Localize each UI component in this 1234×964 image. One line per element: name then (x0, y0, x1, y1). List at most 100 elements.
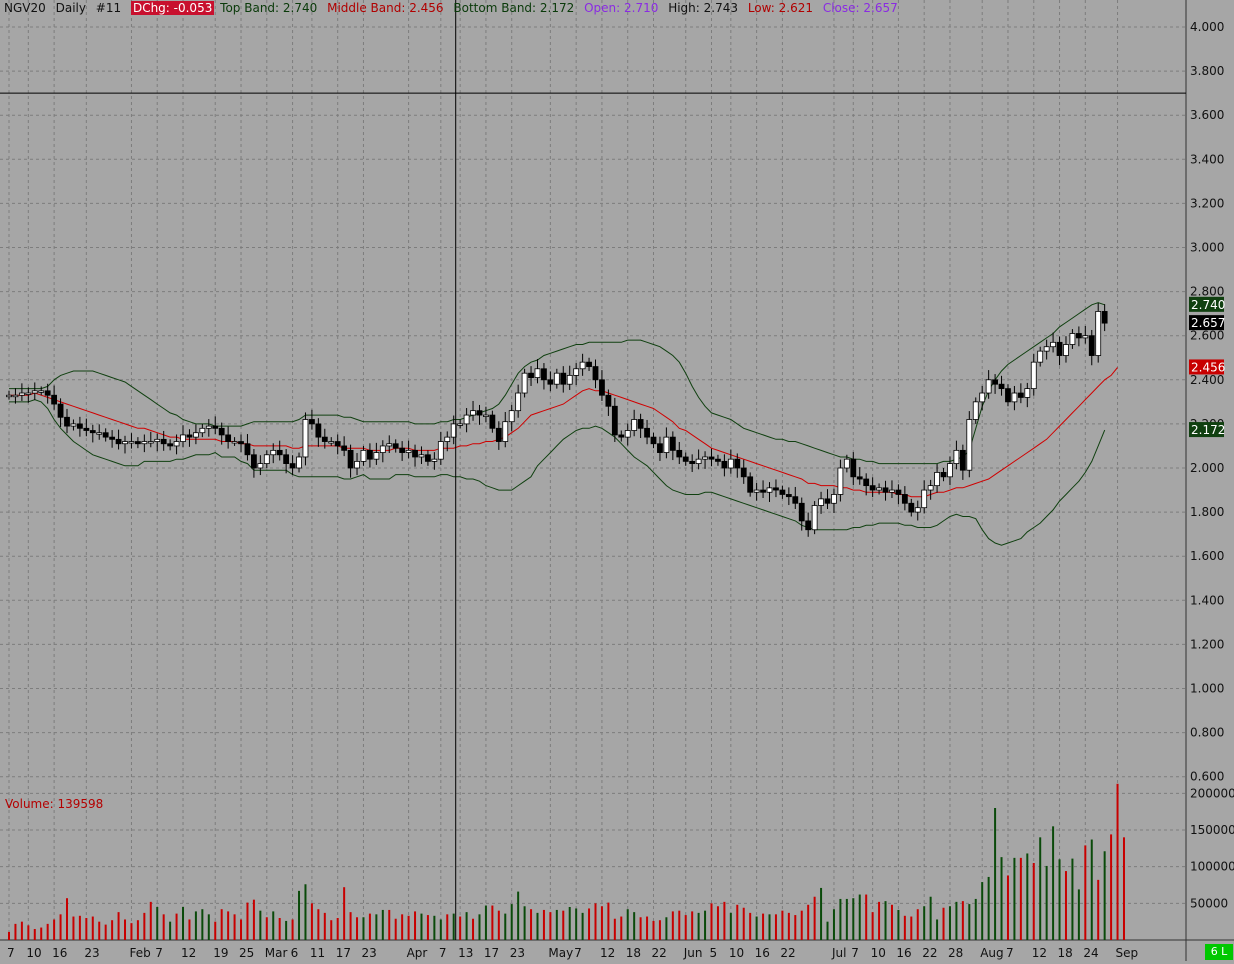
volume-bar (14, 923, 17, 940)
candle-up (431, 458, 438, 462)
volume-bar (136, 920, 139, 940)
last-value-tag (1189, 422, 1224, 438)
volume-bar (510, 904, 513, 940)
volume-bar (91, 916, 94, 940)
volume-bar (111, 920, 114, 940)
x-tick-label: 16 (755, 946, 770, 960)
candle-up (831, 494, 837, 504)
volume-bar (684, 915, 687, 940)
candle-up (483, 414, 489, 417)
candle-up (1082, 335, 1089, 339)
candle-up (302, 419, 309, 458)
candle-up (38, 390, 45, 393)
volume-bar (910, 916, 913, 940)
candle-up (354, 460, 360, 469)
candle-down (908, 502, 915, 513)
volume-bar (491, 905, 494, 940)
volume-bar (697, 912, 700, 940)
candle-up (193, 432, 199, 438)
x-tick-label: May (548, 946, 573, 960)
candle-down (528, 372, 534, 378)
y-tick-label: 2.000 (1190, 461, 1224, 475)
volume-bar (929, 896, 932, 940)
x-tick-label: 18 (626, 946, 641, 960)
y-tick-label: 3.000 (1190, 241, 1224, 255)
volume-bar (555, 909, 558, 940)
volume-bar (787, 912, 790, 940)
volume-bar (852, 898, 855, 940)
volume-bar (414, 911, 417, 940)
candle-down (347, 449, 354, 469)
volume-bar (613, 918, 616, 940)
volume-bar (130, 923, 133, 940)
candle-up (418, 454, 425, 458)
volume-bar (1064, 871, 1067, 940)
volume-bar (343, 887, 346, 940)
x-tick-label: 7 (7, 946, 15, 960)
volume-bar (304, 884, 307, 940)
candle-up (663, 436, 670, 453)
candle-down (115, 438, 122, 445)
volume-bar (1103, 851, 1106, 940)
volume-bar (530, 909, 533, 940)
candle-down (399, 447, 406, 453)
candle-down (276, 449, 283, 456)
volume-tick-label: 200000 (1190, 786, 1234, 800)
volume-bar (478, 914, 481, 940)
volume-bar (433, 915, 436, 940)
volume-bar (194, 911, 197, 940)
x-tick-label: 23 (510, 946, 525, 960)
bottom-band-line (9, 399, 1106, 546)
candle-up (257, 463, 264, 469)
volume-bar (104, 924, 107, 940)
volume-bar (955, 901, 958, 940)
volume-bar (336, 918, 339, 940)
volume-bar (1006, 875, 1009, 940)
x-tick-label: 25 (239, 946, 254, 960)
last-value-text: 2.172 (1191, 423, 1225, 437)
candle-down (721, 460, 728, 469)
volume-bar (1026, 853, 1029, 940)
candle-up (199, 427, 206, 434)
volume-bar (472, 918, 475, 940)
candle-down (998, 383, 1005, 390)
volume-bar (1116, 783, 1119, 940)
candle-down (334, 441, 341, 447)
candle-up (180, 434, 186, 442)
volume-tick-label: 150000 (1190, 823, 1234, 837)
volume-bar (497, 910, 500, 940)
last-value-text: 2.456 (1191, 360, 1225, 374)
candle-down (708, 456, 715, 460)
volume-bar (987, 876, 990, 940)
candle-down (321, 436, 328, 442)
legend-high: High: 2.743 (668, 1, 738, 15)
candle-down (547, 379, 554, 385)
candle-down (109, 436, 116, 440)
candle-up (96, 432, 103, 435)
volume-bar (781, 910, 784, 940)
volume-bar (349, 912, 352, 940)
volume-bar (839, 898, 842, 940)
volume-bar (1071, 858, 1074, 940)
volume-bar (652, 920, 655, 940)
volume-bar (600, 906, 603, 940)
volume-bar (620, 916, 623, 940)
x-tick-label: 10 (729, 946, 744, 960)
volume-bar (948, 906, 951, 940)
volume-bar (368, 913, 371, 940)
corner-badge[interactable]: 6 L (1205, 944, 1233, 960)
volume-bar (755, 916, 758, 940)
candle-down (644, 427, 650, 438)
volume-bar (53, 919, 56, 940)
volume-bar (562, 910, 565, 940)
volume-bar (968, 904, 971, 940)
candle-up (12, 394, 19, 398)
candle-down (824, 498, 831, 504)
candle-up (934, 472, 940, 487)
volume-bar (716, 906, 719, 940)
candle-down (212, 425, 219, 429)
candle-up (521, 372, 528, 394)
